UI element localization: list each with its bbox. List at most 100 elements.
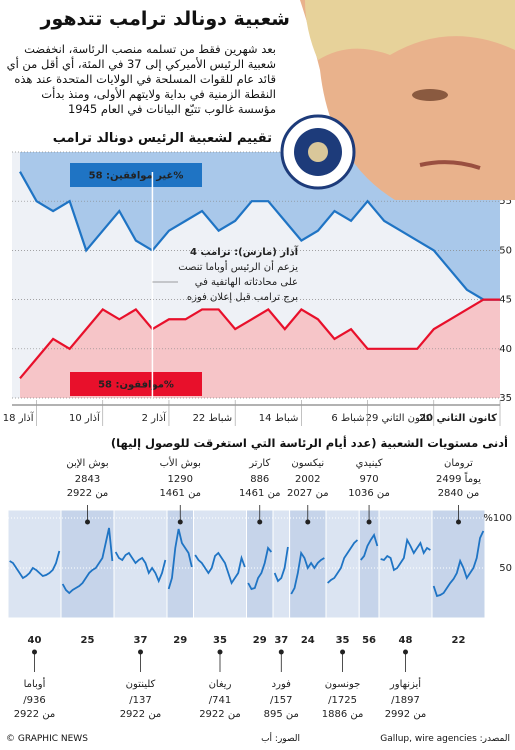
line (19, 298, 500, 380)
term-days: /936 (23, 695, 45, 706)
term-days: من 2992 (385, 709, 427, 720)
annotation: على محادثاته الهاتفية في (195, 277, 298, 288)
credit: © GRAPHIC NEWS (6, 734, 88, 744)
term-days: 2499 يوماً (436, 471, 481, 485)
leader-dot (456, 519, 461, 525)
lowest-label: 37 (134, 635, 148, 646)
president-name: بوش الإبن (66, 458, 108, 469)
term-band (113, 509, 168, 619)
x-tick-label: 22 شباط (193, 413, 233, 424)
chart-title: أدنى مستويات الشعبية (عدد أيام الرئاسة ا… (110, 436, 508, 450)
annotation: برج ترامب قبل إعلان فوزه (187, 292, 298, 303)
term-days: من 2922 (14, 709, 56, 720)
body-text: بعد شهرين فقط من تسلمه منصب الرئاسة، انخ… (6, 42, 276, 116)
photo-eye (412, 89, 448, 101)
term-days: من 2027 (287, 488, 329, 499)
president-name: أيزنهاور (389, 677, 421, 690)
president-name: أوباما (24, 677, 46, 690)
president-name: فورد (272, 679, 291, 690)
source: المصدر: Gallup, wire agencies (380, 734, 510, 744)
term-band (272, 509, 291, 619)
term-days: /1725 (328, 695, 357, 706)
term-band (378, 509, 433, 619)
lowest-label: 35 (213, 635, 227, 646)
photo-credit: الصور: أب (261, 734, 300, 744)
term-days: /1897 (391, 695, 420, 706)
president-name: بوش الأب (160, 456, 201, 469)
y-tick-label: 35 (499, 393, 512, 404)
term-days: من 895 (264, 709, 299, 720)
leader-dot (138, 649, 143, 655)
lowest-label: 29 (253, 635, 267, 646)
leader-dot (217, 649, 223, 655)
line (290, 550, 325, 595)
leader-dot (366, 519, 372, 525)
x-tick-label: 20 كانون الثاني (419, 413, 497, 424)
seal-eagle (308, 142, 328, 162)
line (19, 171, 500, 301)
line (61, 527, 114, 595)
term-days: 2843 (75, 474, 100, 485)
term-days: من 2840 (438, 488, 480, 499)
term-days: 886 (250, 474, 269, 485)
lowest-label: 24 (301, 635, 315, 646)
leader-dot (305, 519, 311, 525)
chart-title: تقييم لشعبية الرئيس دونالد ترامب (52, 131, 272, 146)
term-days: /137 (129, 695, 151, 706)
lowest-label: 25 (81, 635, 95, 646)
president-name: جونسون (325, 679, 361, 690)
lowest-label: 22 (452, 635, 466, 646)
term-days: من 1036 (348, 488, 390, 499)
line (194, 551, 246, 586)
term-band (166, 509, 194, 619)
line (327, 539, 359, 584)
y-tick-label: 50 (499, 563, 512, 574)
x-tick-label: 10 آذار (69, 411, 101, 424)
line (167, 528, 193, 590)
y-tick-label: 45 (499, 295, 512, 306)
term-band (246, 509, 274, 619)
annotation: يزعم أن الرئيس أوباما تنصت (178, 260, 298, 273)
x-tick-label: 29 كانون الثاني (366, 413, 431, 424)
legend-box (70, 163, 202, 187)
term-days: من 2922 (120, 709, 162, 720)
term-days: /157 (270, 695, 292, 706)
page-title: شعبية دونالد ترامب تتدهور (40, 8, 290, 30)
term-days: 970 (360, 474, 379, 485)
lowest-label: 48 (399, 635, 413, 646)
term-band (358, 509, 380, 619)
lowest-label: 37 (274, 635, 288, 646)
president-name: كلينتون (126, 679, 156, 690)
legend-label: غير موافقين: 58% (89, 171, 184, 182)
x-tick-label: 14 شباط (259, 413, 299, 424)
leader-dot (32, 649, 37, 655)
annotation: 4 آذار (مارس): ترامب (190, 245, 299, 258)
leader-dot (340, 649, 346, 655)
term-days: من 1461 (159, 488, 201, 499)
x-tick-label: 6 شباط (331, 413, 364, 424)
term-days: /741 (209, 695, 231, 706)
president-name: نيكسون (291, 458, 324, 469)
president-name: ترومان (444, 458, 473, 469)
line (273, 546, 289, 583)
line (9, 550, 61, 580)
term-band (7, 509, 62, 619)
y-tick-label: 55 (499, 196, 512, 207)
leader-dot (257, 519, 263, 525)
legend-label: موافقون: 58% (98, 380, 174, 391)
lowest-label: 56 (362, 635, 376, 646)
y-tick-label: %100 (483, 513, 512, 524)
line (432, 530, 485, 598)
y-tick-label: 50 (499, 245, 512, 256)
term-days: 2002 (295, 474, 320, 485)
line (247, 546, 273, 591)
line (114, 551, 167, 584)
x-tick-label: 18 آذار (3, 411, 35, 424)
line (380, 537, 431, 572)
term-band (289, 509, 327, 619)
president-name: ريغان (209, 679, 232, 690)
leader-dot (177, 519, 183, 525)
lowest-label: 35 (336, 635, 350, 646)
